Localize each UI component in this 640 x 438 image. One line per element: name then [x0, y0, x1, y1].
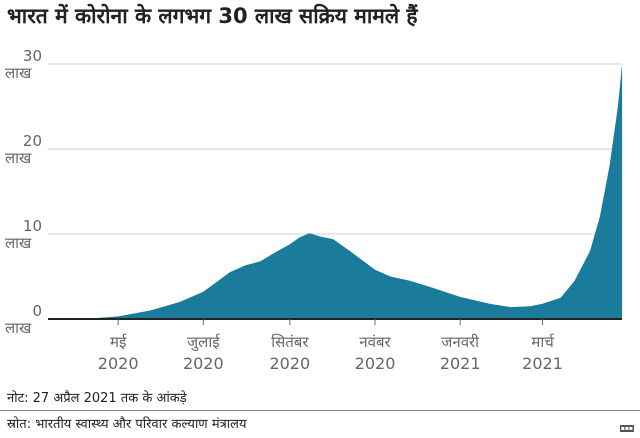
- x-tick-month: जुलाई: [187, 333, 221, 352]
- x-tick-month: मार्च: [531, 333, 554, 351]
- y-tick-label: 30: [23, 47, 42, 65]
- y-tick-label: 10: [23, 217, 42, 235]
- x-tick-month: जनवरी: [441, 333, 480, 351]
- chart-note: नोट: 27 अप्रैल 2021 तक के आंकड़े: [7, 391, 187, 406]
- y-tick-unit: लाख: [5, 64, 32, 82]
- y-tick-label: 20: [23, 132, 42, 150]
- x-tick-year: 2021: [440, 354, 481, 373]
- chart-title: भारत में कोरोना के लगभग 30 लाख सक्रिय मा…: [7, 4, 418, 28]
- y-tick-label: 0: [32, 302, 42, 320]
- x-tick-year: 2020: [355, 354, 396, 373]
- x-tick-year: 2020: [98, 354, 139, 373]
- area-chart: 0लाख10लाख20लाख30लाखमई2020जुलाई2020सितंबर…: [5, 47, 623, 373]
- x-tick-month: मई: [110, 333, 127, 351]
- x-tick-month: सितंबर: [271, 333, 309, 351]
- chart-source: स्रोत: भारतीय स्वास्थ्य और परिवार कल्याण…: [7, 417, 247, 432]
- x-tick-year: 2021: [522, 354, 563, 373]
- x-tick-month: नवंबर: [359, 333, 391, 351]
- x-tick-year: 2020: [270, 354, 311, 373]
- x-tick-year: 2020: [183, 354, 224, 373]
- y-tick-unit: लाख: [5, 149, 32, 167]
- y-tick-unit: लाख: [5, 234, 32, 252]
- bbc-logo: ▪▪▪: [619, 425, 634, 432]
- y-tick-unit: लाख: [5, 319, 32, 337]
- divider: [0, 410, 640, 411]
- active-cases-area: [49, 64, 623, 319]
